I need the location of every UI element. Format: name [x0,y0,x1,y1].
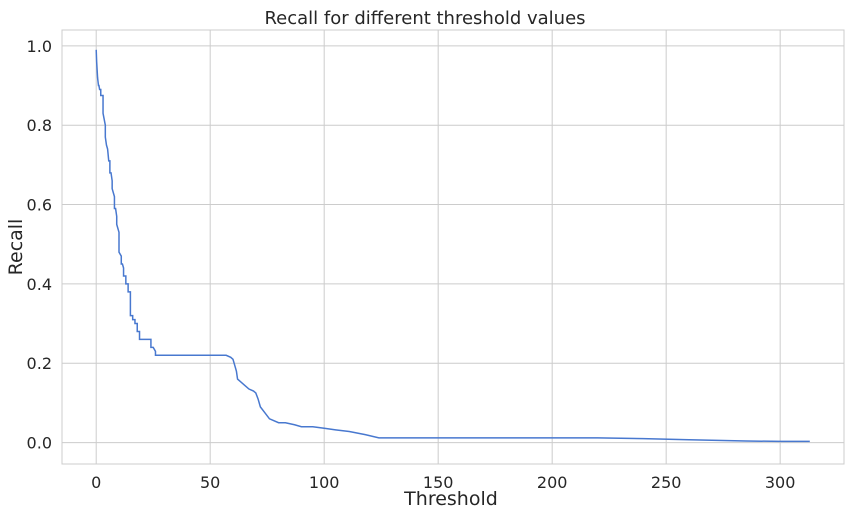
recall-line [95,49,810,443]
y-tick-label: 0.4 [27,275,52,294]
x-tick-label: 100 [309,473,340,492]
grid-lines [62,30,844,464]
y-axis-label: Recall [5,219,27,276]
y-tick-label: 1.0 [27,37,52,56]
x-axis-ticks: 0 50 100 150 200 250 300 [91,473,795,492]
x-tick-label: 300 [765,473,796,492]
x-axis-label: Threshold [403,488,498,510]
x-tick-label: 50 [200,473,220,492]
chart-title: Recall for different threshold values [264,8,585,29]
x-tick-label: 250 [651,473,682,492]
y-tick-label: 0.8 [27,116,52,135]
x-tick-label: 0 [91,473,101,492]
plot-area [61,29,845,465]
x-tick-label: 150 [423,473,454,492]
y-tick-label: 0.6 [27,196,52,215]
y-axis-ticks: 0.0 0.2 0.4 0.6 0.8 1.0 [27,37,52,453]
y-tick-label: 0.0 [27,434,52,453]
x-tick-label: 200 [537,473,568,492]
y-tick-label: 0.2 [27,354,52,373]
